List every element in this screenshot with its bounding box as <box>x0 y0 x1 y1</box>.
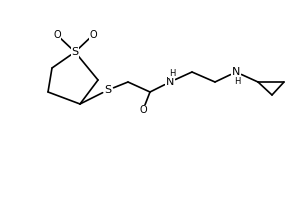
Text: H: H <box>169 68 175 77</box>
Text: H: H <box>234 76 240 86</box>
Text: O: O <box>89 30 97 40</box>
Text: N: N <box>232 67 240 77</box>
Text: N: N <box>166 77 174 87</box>
Text: S: S <box>71 47 79 57</box>
Text: O: O <box>139 105 147 115</box>
Text: S: S <box>104 85 112 95</box>
Text: O: O <box>53 30 61 40</box>
